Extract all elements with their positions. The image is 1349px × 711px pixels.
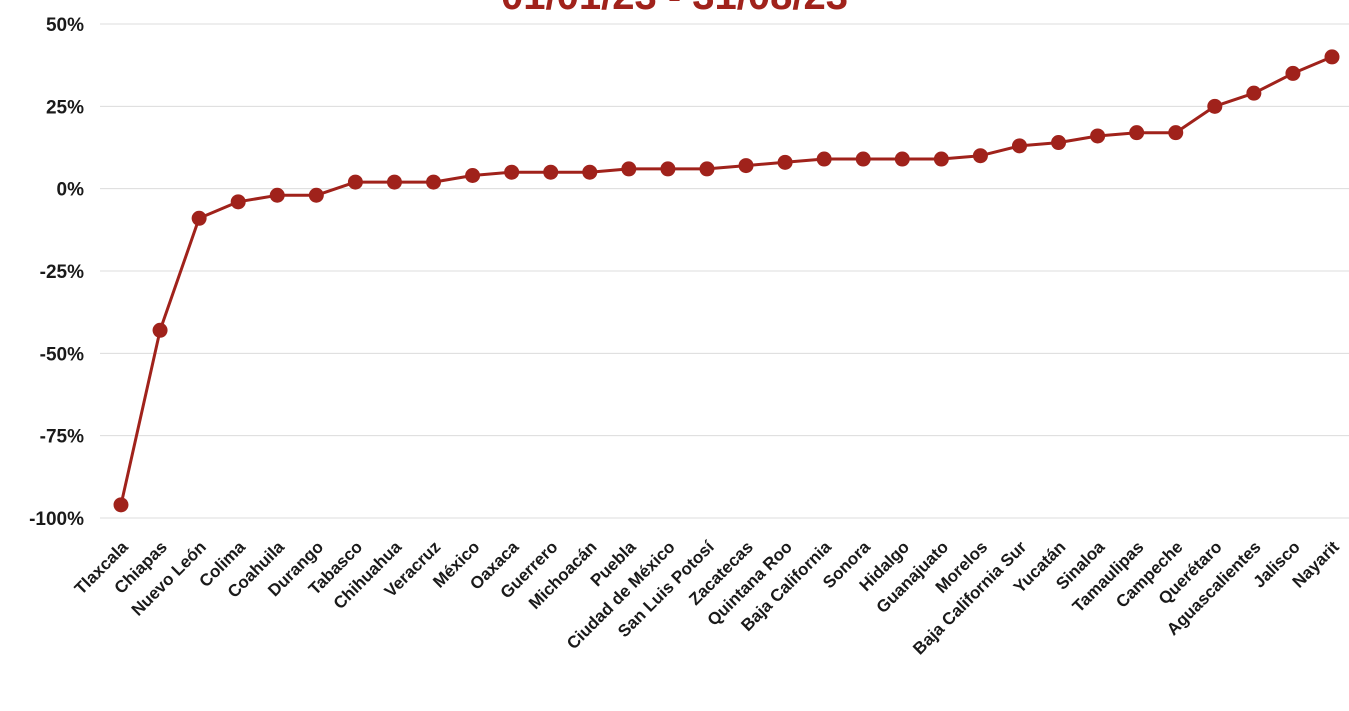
data-point bbox=[1285, 65, 1301, 81]
data-point bbox=[972, 148, 988, 164]
data-points bbox=[113, 49, 1340, 513]
data-point bbox=[347, 174, 363, 190]
data-point bbox=[426, 174, 442, 190]
data-point bbox=[504, 164, 520, 180]
data-point bbox=[269, 187, 285, 203]
y-tick-label: 25% bbox=[46, 97, 84, 118]
data-point bbox=[777, 154, 793, 170]
series-line bbox=[119, 55, 1333, 506]
data-point bbox=[386, 174, 402, 190]
data-point bbox=[933, 151, 949, 167]
data-point bbox=[894, 151, 910, 167]
data-point bbox=[1051, 135, 1067, 151]
data-point bbox=[816, 151, 832, 167]
y-tick-label: 0% bbox=[57, 180, 85, 201]
chart-title: 01/01/23 - 31/08/23 bbox=[0, 0, 1349, 19]
series-line-layer bbox=[119, 55, 1333, 506]
data-point bbox=[699, 161, 715, 177]
data-point bbox=[621, 161, 637, 177]
data-point bbox=[1129, 125, 1145, 141]
data-point bbox=[113, 497, 129, 513]
data-point bbox=[1011, 138, 1027, 154]
data-point bbox=[308, 187, 324, 203]
data-point bbox=[1324, 49, 1340, 65]
data-point bbox=[1246, 85, 1262, 101]
data-point bbox=[582, 164, 598, 180]
data-point bbox=[152, 322, 168, 338]
data-point bbox=[660, 161, 676, 177]
data-point bbox=[191, 210, 207, 226]
y-tick-label: 50% bbox=[46, 15, 84, 36]
y-tick-label: -100% bbox=[29, 509, 84, 530]
y-tick-label: -25% bbox=[40, 262, 84, 283]
y-tick-label: -75% bbox=[40, 427, 84, 448]
data-point bbox=[543, 164, 559, 180]
data-point bbox=[1207, 98, 1223, 114]
y-axis-ticks: 50% 25% 0% -25% -50% -75% -100% bbox=[29, 15, 84, 530]
data-point bbox=[738, 158, 754, 174]
data-point bbox=[1168, 125, 1184, 141]
data-point bbox=[855, 151, 871, 167]
data-point bbox=[230, 194, 246, 210]
y-tick-label: -50% bbox=[40, 344, 84, 365]
data-point bbox=[1090, 128, 1106, 144]
gridlines bbox=[100, 23, 1349, 519]
data-point bbox=[465, 167, 481, 183]
